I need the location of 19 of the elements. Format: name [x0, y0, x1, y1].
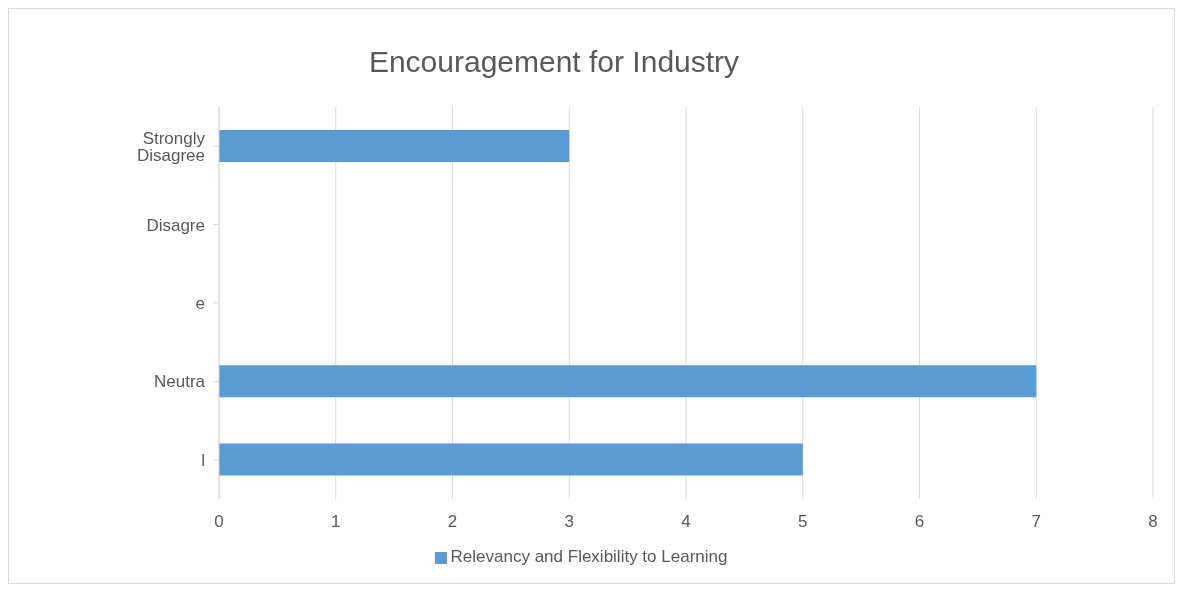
y-tick-label: Disagre	[146, 215, 205, 235]
legend-label: Relevancy and Flexibility to Learning	[450, 547, 728, 566]
x-tick-label: 0	[214, 512, 224, 532]
y-tick-label: e	[195, 294, 205, 314]
chart-title: Encouragement for Industry	[367, 45, 741, 79]
y-tick-label: Strongly Disagree	[136, 128, 206, 165]
x-tick-label: 8	[1148, 512, 1158, 532]
x-tick-label: 3	[564, 512, 574, 532]
x-tick-label: 5	[798, 512, 808, 532]
x-tick-label: 1	[331, 512, 341, 532]
x-tick-label: 7	[1031, 512, 1041, 532]
y-tick-label: Neutra	[153, 372, 206, 392]
bar	[219, 443, 803, 476]
bar	[219, 365, 1037, 398]
bar	[219, 130, 570, 162]
y-tick-label: l	[201, 450, 205, 470]
x-tick-label: 4	[681, 512, 691, 532]
x-tick-label: 6	[914, 512, 925, 532]
x-tick-label: 2	[447, 512, 458, 532]
